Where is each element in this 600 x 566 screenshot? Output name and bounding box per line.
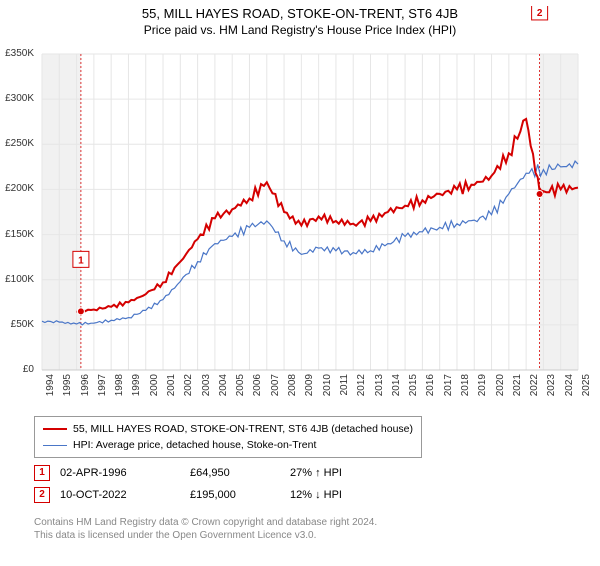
legend-item: 55, MILL HAYES ROAD, STOKE-ON-TRENT, ST6… xyxy=(43,421,413,437)
row-date: 02-APR-1996 xyxy=(60,467,190,479)
sale-data-row: 2 10-OCT-2022£195,00012% ↓ HPI xyxy=(34,484,566,506)
footer-line-1: Contains HM Land Registry data © Crown c… xyxy=(34,516,377,529)
x-tick-label: 2000 xyxy=(149,374,160,404)
x-tick-label: 2001 xyxy=(166,374,177,404)
x-tick-label: 2014 xyxy=(391,374,402,404)
footer-line-2: This data is licensed under the Open Gov… xyxy=(34,529,377,542)
x-tick-label: 2012 xyxy=(356,374,367,404)
legend-swatch xyxy=(43,445,67,446)
series-line xyxy=(42,161,578,325)
row-hpi-delta: 12% ↓ HPI xyxy=(290,489,420,501)
x-tick-label: 2002 xyxy=(183,374,194,404)
legend-item: HPI: Average price, detached house, Stok… xyxy=(43,437,413,453)
footer-text: Contains HM Land Registry data © Crown c… xyxy=(34,516,377,542)
series-line xyxy=(77,119,578,312)
x-tick-label: 2024 xyxy=(564,374,575,404)
x-tick-label: 2021 xyxy=(512,374,523,404)
row-hpi-delta: 27% ↑ HPI xyxy=(290,467,420,479)
x-tick-label: 1997 xyxy=(97,374,108,404)
x-tick-label: 2013 xyxy=(374,374,385,404)
x-tick-label: 2007 xyxy=(270,374,281,404)
x-tick-label: 1995 xyxy=(62,374,73,404)
sale-data-row: 1 02-APR-1996£64,95027% ↑ HPI xyxy=(34,462,566,484)
y-tick-label: £250K xyxy=(0,138,34,149)
legend-label: HPI: Average price, detached house, Stok… xyxy=(73,439,316,451)
x-tick-label: 2018 xyxy=(460,374,471,404)
legend-label: 55, MILL HAYES ROAD, STOKE-ON-TRENT, ST6… xyxy=(73,423,413,435)
marker-dot xyxy=(77,308,84,315)
y-tick-label: £100K xyxy=(0,274,34,285)
x-tick-label: 2011 xyxy=(339,374,350,404)
x-tick-label: 2003 xyxy=(201,374,212,404)
y-tick-label: £150K xyxy=(0,229,34,240)
x-tick-label: 2017 xyxy=(443,374,454,404)
shade-band xyxy=(540,54,578,370)
row-date: 10-OCT-2022 xyxy=(60,489,190,501)
chart-area: 12£0£50K£100K£150K£200K£250K£300K£350K19… xyxy=(0,6,600,412)
row-marker-badge: 2 xyxy=(34,487,50,503)
x-tick-label: 2015 xyxy=(408,374,419,404)
y-tick-label: £200K xyxy=(0,183,34,194)
row-marker-badge: 1 xyxy=(34,465,50,481)
x-tick-label: 2005 xyxy=(235,374,246,404)
y-tick-label: £300K xyxy=(0,93,34,104)
y-tick-label: £0 xyxy=(0,364,34,375)
row-price: £64,950 xyxy=(190,467,290,479)
x-tick-label: 2025 xyxy=(581,374,592,404)
marker-badge-label: 2 xyxy=(537,8,543,19)
y-tick-label: £50K xyxy=(0,319,34,330)
x-tick-label: 2008 xyxy=(287,374,298,404)
x-tick-label: 2006 xyxy=(252,374,263,404)
marker-badge-label: 1 xyxy=(78,255,84,266)
row-price: £195,000 xyxy=(190,489,290,501)
x-tick-label: 2020 xyxy=(495,374,506,404)
x-tick-label: 1996 xyxy=(80,374,91,404)
sale-data-table: 1 02-APR-1996£64,95027% ↑ HPI 2 10-OCT-2022… xyxy=(34,462,566,506)
x-tick-label: 2019 xyxy=(477,374,488,404)
x-tick-label: 1999 xyxy=(131,374,142,404)
legend-swatch xyxy=(43,428,67,430)
chart-svg: 12 xyxy=(0,6,600,412)
y-tick-label: £350K xyxy=(0,48,34,59)
x-tick-label: 1994 xyxy=(45,374,56,404)
x-tick-label: 2023 xyxy=(546,374,557,404)
x-tick-label: 2009 xyxy=(304,374,315,404)
x-tick-label: 1998 xyxy=(114,374,125,404)
x-tick-label: 2010 xyxy=(322,374,333,404)
legend: 55, MILL HAYES ROAD, STOKE-ON-TRENT, ST6… xyxy=(34,416,422,458)
marker-dot xyxy=(536,190,543,197)
x-tick-label: 2016 xyxy=(425,374,436,404)
x-tick-label: 2004 xyxy=(218,374,229,404)
x-tick-label: 2022 xyxy=(529,374,540,404)
